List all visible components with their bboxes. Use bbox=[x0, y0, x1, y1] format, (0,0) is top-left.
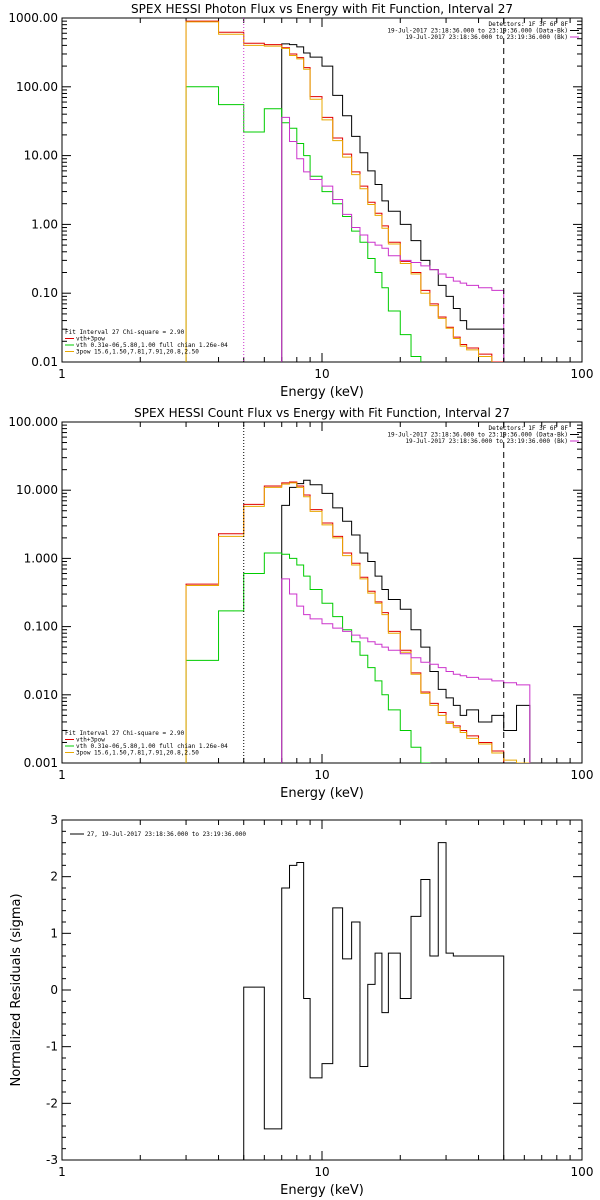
legend-entry: 19-Jul-2017 23:18:36.000 to 23:19:36.000… bbox=[405, 34, 568, 41]
legend-entry: Fit Interval 27 Chi-square = 2.90 bbox=[65, 329, 185, 336]
series-group bbox=[243, 842, 505, 1160]
legend-entry: vth+3pow bbox=[76, 737, 105, 744]
y-tick-label: 100.00 bbox=[16, 80, 58, 94]
legend-entry: Fit Interval 27 Chi-square = 2.90 bbox=[65, 730, 185, 737]
legend-entry: vth+3pow bbox=[76, 336, 105, 343]
series-data-bk bbox=[281, 43, 505, 362]
y-tick-label: 1.000 bbox=[24, 551, 58, 565]
y-tick-label: 10.00 bbox=[24, 149, 58, 163]
x-tick-label: 1 bbox=[58, 367, 66, 381]
legend-entry: 19-Jul-2017 23:18:36.000 to 23:19:36.000… bbox=[405, 438, 568, 445]
series-vth bbox=[185, 552, 431, 763]
y-tick-label: 2 bbox=[50, 870, 58, 884]
y-tick-label: 0 bbox=[50, 983, 58, 997]
legend-entry: 3pow 15.6,1.50,7.81,7.91,20.8,2.50 bbox=[76, 750, 199, 757]
series-data-bk bbox=[281, 479, 531, 763]
legend-entry: vth 0.31e-06,5.80,1.00 full chian 1.26e-… bbox=[76, 743, 228, 750]
series-3pow bbox=[185, 482, 531, 763]
x-tick-label: 1 bbox=[58, 1165, 66, 1179]
y-tick-label: 0.010 bbox=[24, 688, 58, 702]
series-group bbox=[185, 20, 505, 362]
y-tick-label: 0.100 bbox=[24, 620, 58, 634]
x-tick-label: 100 bbox=[571, 768, 594, 782]
chart-panel-2: 1 10 100 0.001 0.010 0.100 1.000 10.000 100.000 S… bbox=[8, 406, 593, 801]
legend-entry: 19-Jul-2017 23:18:36.000 to 23:19:36.000… bbox=[387, 28, 568, 35]
y-tick-label: -2 bbox=[46, 1096, 58, 1110]
series-residuals bbox=[243, 842, 505, 1160]
y-tick-label: 1000.00 bbox=[8, 11, 58, 25]
y-tick-label: -1 bbox=[46, 1040, 58, 1054]
series-vth-3pow bbox=[185, 481, 505, 763]
y-tick-label: 0.01 bbox=[31, 355, 58, 369]
x-tick-label: 100 bbox=[571, 367, 594, 381]
series-bk bbox=[281, 578, 531, 763]
chart-panel-3: 1 10 100 -3 -2 -1 0 1 2 3 Energy (keV) Normalized R… bbox=[9, 813, 593, 1198]
y-tick-label: 1.00 bbox=[31, 217, 58, 231]
y-tick-label: 10.000 bbox=[16, 483, 58, 497]
legend-entry: 27, 19-Jul-2017 23:18:36.000 to 23:19:36… bbox=[87, 831, 246, 838]
y-tick-label: 100.000 bbox=[8, 415, 58, 429]
y-axis-label: Normalized Residuals (sigma) bbox=[9, 893, 24, 1086]
series-bk bbox=[281, 116, 505, 362]
y-tick-label: 0.001 bbox=[24, 756, 58, 770]
y-tick-label: -3 bbox=[46, 1153, 58, 1167]
x-tick-label: 10 bbox=[314, 768, 329, 782]
legend-entry: vth 0.31e-06,5.80,1.00 full chian 1.26e-… bbox=[76, 342, 228, 349]
x-axis-label: Energy (keV) bbox=[280, 786, 364, 801]
series-group bbox=[185, 479, 531, 763]
series-3pow bbox=[185, 21, 493, 362]
legend-entry: Detectors: 1F 3F 6F 8F bbox=[489, 21, 569, 28]
x-tick-label: 10 bbox=[314, 367, 329, 381]
x-axis-label: Energy (keV) bbox=[280, 1183, 364, 1198]
x-tick-label: 100 bbox=[571, 1165, 594, 1179]
y-tick-label: 0.10 bbox=[31, 286, 58, 300]
legend-entry: 3pow 15.6,1.50,7.81,7.91,20.8,2.50 bbox=[76, 349, 199, 356]
chart-panel-1: 1 10 100 0.01 0.10 1.00 10.00 100.00 1000.00 SPEX… bbox=[8, 2, 593, 400]
chart-title: SPEX HESSI Count Flux vs Energy with Fit… bbox=[134, 406, 510, 420]
legend-entry: 19-Jul-2017 23:18:36.000 to 23:19:36.000… bbox=[387, 432, 568, 439]
x-axis-label: Energy (keV) bbox=[280, 385, 364, 400]
chart-title: SPEX HESSI Photon Flux vs Energy with Fi… bbox=[131, 2, 513, 16]
y-tick-label: 3 bbox=[50, 813, 58, 827]
x-tick-label: 1 bbox=[58, 768, 66, 782]
legend-entry: Detectors: 1F 3F 6F 8F bbox=[489, 425, 569, 432]
series-vth-3pow bbox=[185, 20, 505, 362]
x-tick-label: 10 bbox=[314, 1165, 329, 1179]
series-vth bbox=[185, 86, 422, 362]
y-tick-label: 1 bbox=[50, 926, 58, 940]
